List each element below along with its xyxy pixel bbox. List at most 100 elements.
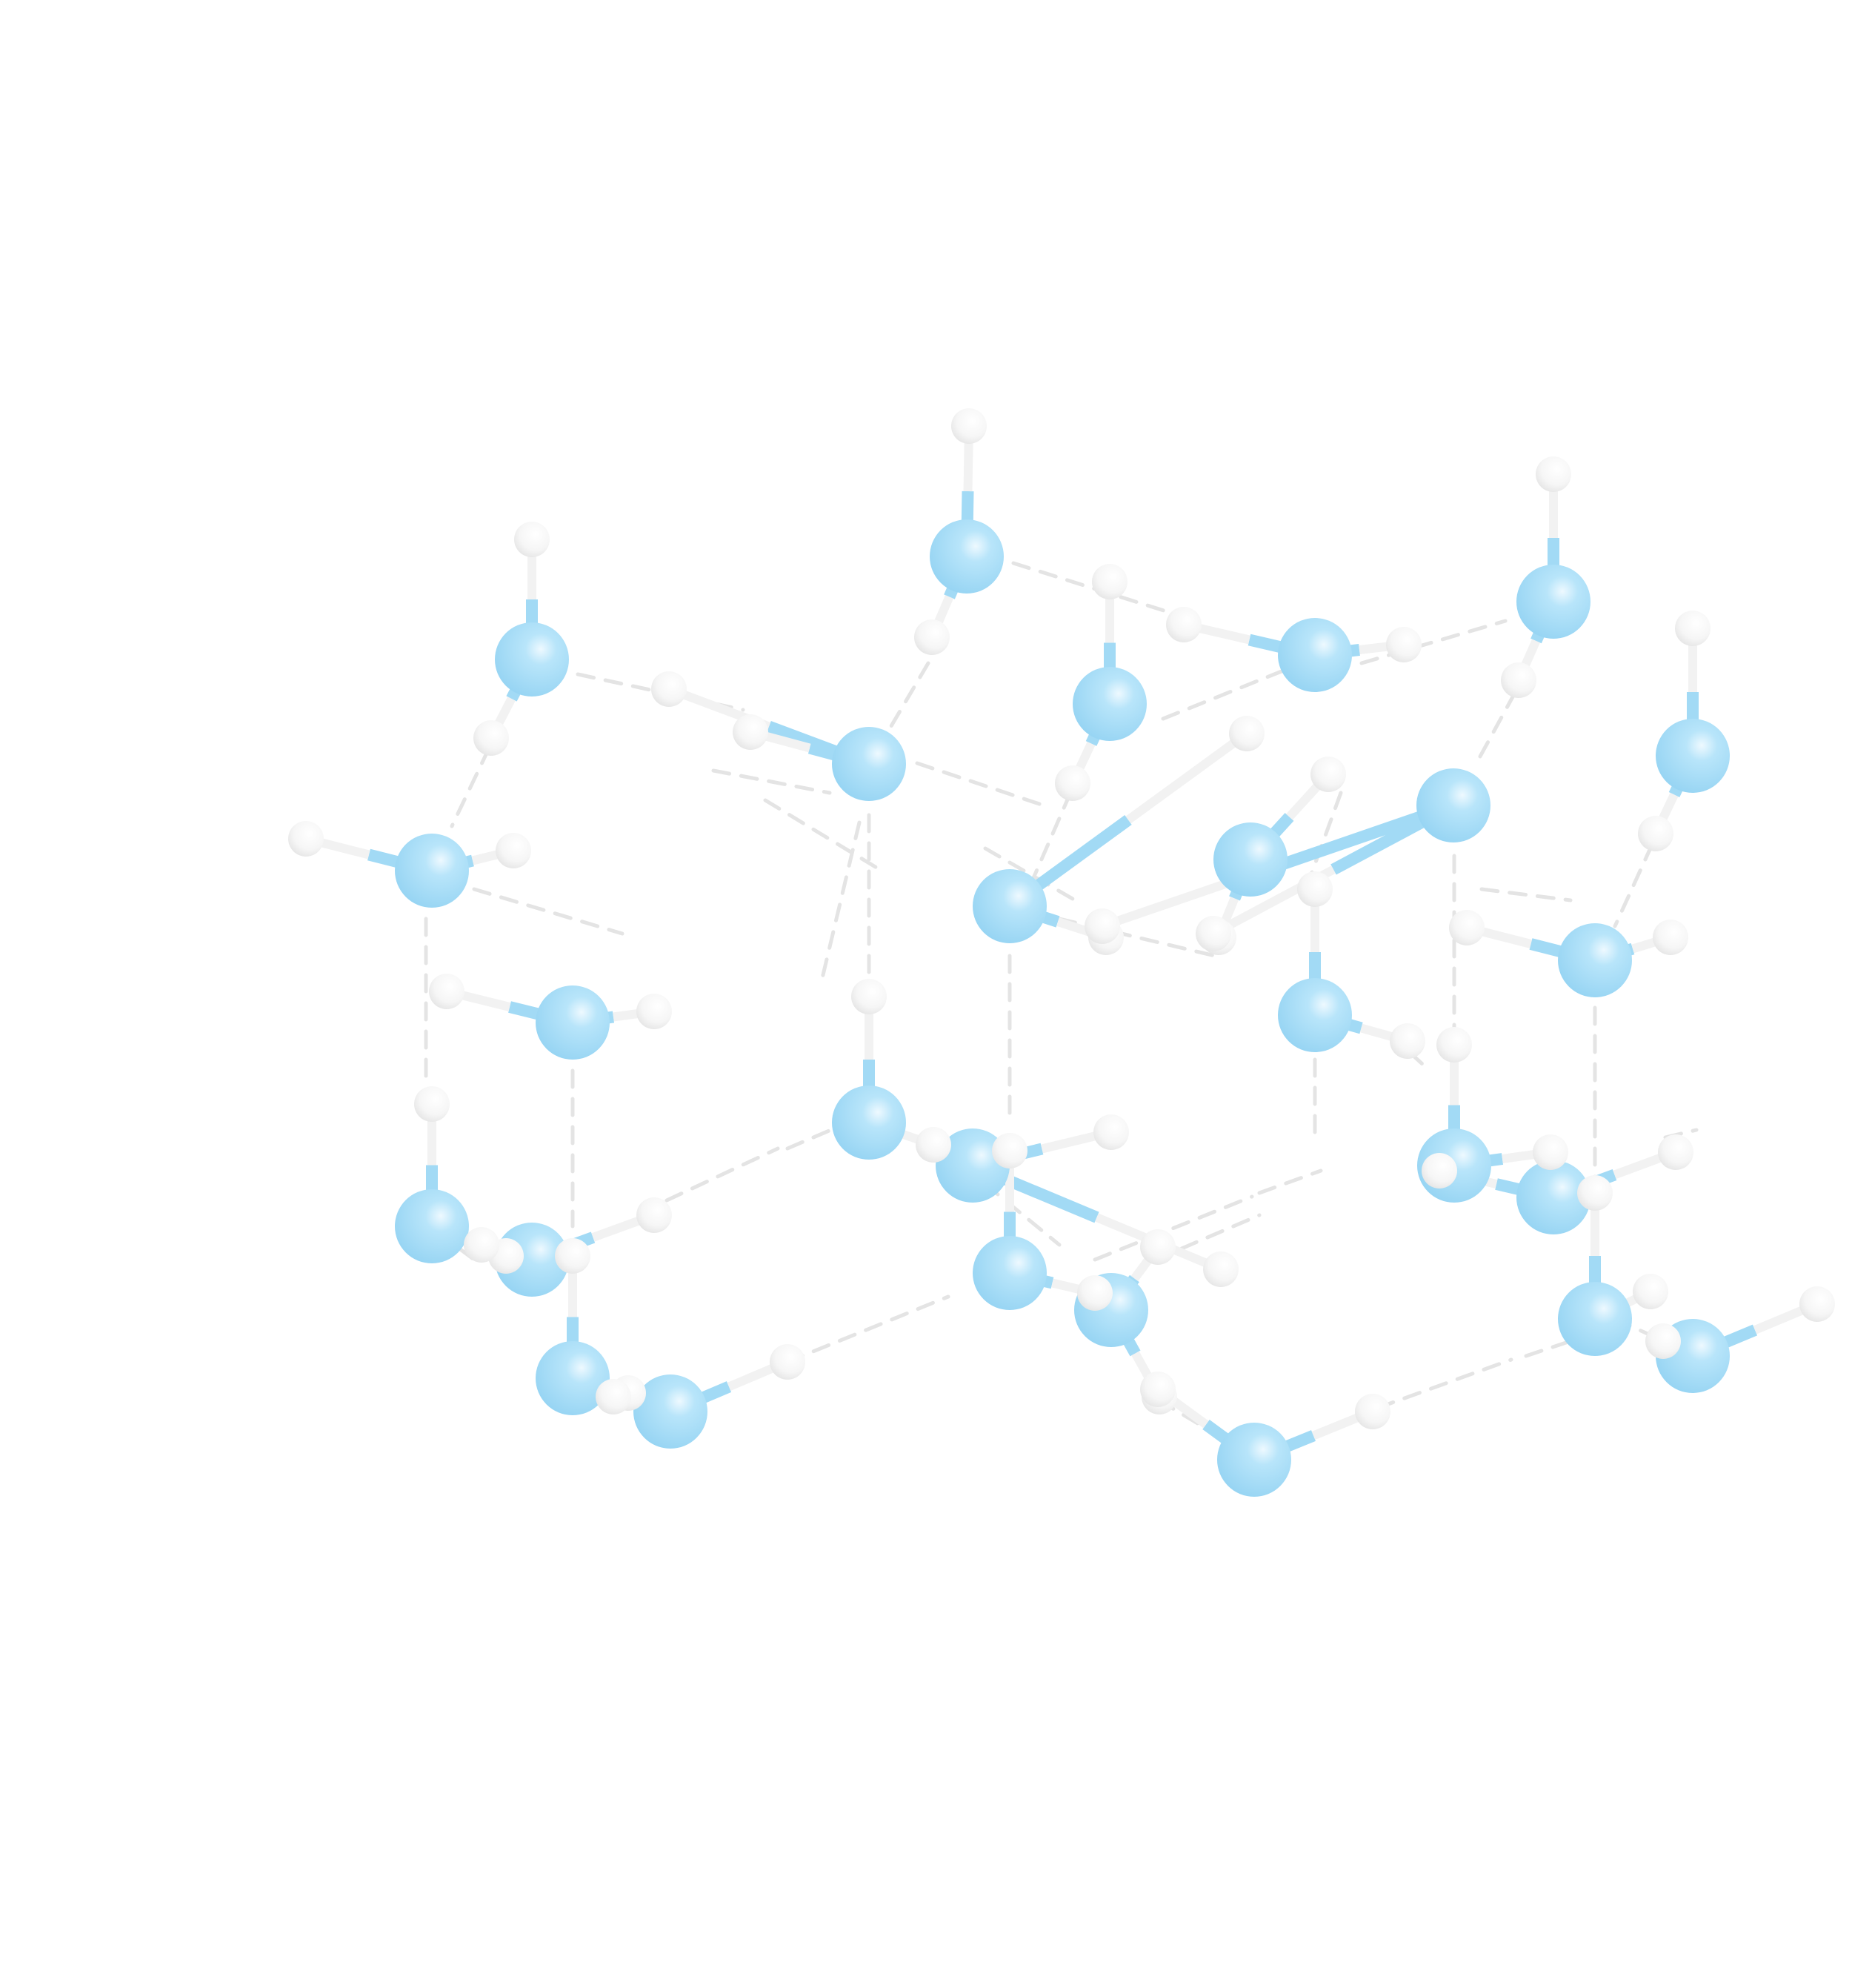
hydrogen-atom-13 [496,833,531,868]
hydrogen-atom-2 [951,408,987,444]
hydrogen-atom-35 [464,1227,499,1263]
hydrogen-atom-12 [288,821,324,857]
oxygen-atom-20 [536,1341,610,1415]
hydrogen-atom-5 [1055,765,1090,801]
hydrogen-atom-3 [914,619,950,655]
hydrogen-atom-26 [414,1086,450,1122]
hydrogen-atom-34 [636,1197,672,1233]
oxygen-atom-23 [633,1374,707,1449]
hydrogen-atom-22 [1653,920,1688,955]
hydrogen-atom-32 [1436,1027,1472,1063]
oxygen-atom-13 [395,1189,469,1263]
hydrogen-atom-42 [992,1133,1027,1168]
atom-layer [288,408,1835,1497]
hydrogen-atom-20 [1085,908,1120,944]
hydrogen-atom-21 [1196,916,1231,951]
hydrogen-bond-27 [785,1109,876,1151]
hydrogen-atom-18 [1310,757,1346,792]
oxygen-atom-19 [1516,1160,1590,1234]
oxygen-atom-9 [1213,822,1288,897]
hydrogen-atom-4 [1092,564,1127,599]
oxygen-atom-0 [495,622,569,697]
hydrogen-atom-1 [473,720,509,756]
hydrogen-atom-51 [1645,1323,1681,1359]
oxygen-atom-12 [536,985,610,1060]
hydrogen-atom-46 [770,1344,805,1380]
hydrogen-atom-7 [1386,627,1422,662]
hydrogen-bond-34 [1153,1213,1262,1262]
hydrogen-atom-25 [636,994,672,1029]
oxygen-atom-21 [973,1236,1047,1310]
hydrogen-atom-45 [1633,1274,1668,1309]
hydrogen-bond-26 [664,1146,780,1203]
hydrogen-bond-15 [1613,842,1654,928]
hydrogen-atom-36 [1093,1114,1129,1150]
hydrogen-bond-7 [472,887,624,936]
oxygen-atom-8 [973,869,1047,943]
hydrogen-bond-12 [887,661,930,732]
hydrogen-atom-47 [596,1379,631,1414]
oxygen-atom-6 [395,834,469,908]
hydrogen-bond-3 [1359,619,1508,665]
hydrogen-atom-24 [429,974,464,1009]
hydrogen-atom-44 [1577,1175,1613,1211]
hydrogen-atom-6 [1166,607,1202,642]
hydrogen-bond-13 [1031,791,1073,880]
hydrogen-atom-8 [1536,456,1571,492]
hydrogen-atom-40 [555,1238,590,1274]
hydrogen-atom-33 [1533,1134,1568,1170]
hydrogen-atom-23 [1449,910,1485,945]
oxygen-atom-3 [1278,618,1352,692]
hydrogen-bond-2 [1161,657,1313,721]
hydrogen-atom-48 [1140,1229,1176,1265]
hydrogen-atom-52 [1355,1394,1390,1429]
oxygen-atom-18 [936,1128,1010,1203]
oxygen-atom-1 [930,519,1004,594]
hydrogen-bond-31 [983,1182,1062,1247]
hydrogen-atom-50 [1799,1286,1835,1322]
oxygen-atom-2 [1073,667,1147,741]
hydrogen-atom-37 [1203,1251,1239,1287]
oxygen-atom-5 [1656,719,1730,793]
oxygen-atom-14 [832,1086,906,1160]
hydrogen-atom-15 [733,714,768,750]
hydrogen-bond-10 [763,798,884,873]
hydrogen-atom-29 [916,1127,951,1163]
oxygen-atom-22 [1558,1282,1632,1356]
hydrogen-atom-30 [1297,871,1333,907]
hydrogen-bond-35 [1376,1357,1513,1410]
oxygen-atom-7 [832,727,906,801]
oxygen-atom-15 [1278,978,1352,1052]
hydrogen-bond-layer [424,561,1699,1458]
hydrogen-bond-6 [1479,887,1573,902]
oxygen-atom-4 [1516,565,1590,639]
oxygen-atom-11 [1558,923,1632,997]
oxygen-atom-26 [1217,1423,1291,1497]
hydrogen-bond-28 [1093,1194,1254,1262]
hydrogen-atom-53 [1140,1372,1176,1407]
hydrogen-atom-14 [651,671,687,707]
hydrogen-atom-9 [1501,662,1536,698]
hydrogen-bond-17 [820,820,862,980]
hydrogen-atom-11 [1638,816,1673,851]
hydrogen-bond-8 [1057,917,1217,958]
hydrogen-bond-16 [450,746,491,828]
hydrogen-atom-0 [514,522,550,557]
hydrogen-bond-18 [1309,791,1343,877]
hydrogen-atom-39 [1422,1153,1457,1189]
hydrogen-bond-9 [711,768,832,795]
hydrogen-atom-38 [1658,1134,1693,1170]
hydrogen-bond-14 [1474,691,1517,765]
hydrogen-bond-4 [915,761,1053,810]
hydrogen-atom-43 [1077,1275,1113,1311]
oh-bond-hydrogen-half-16 [1125,730,1250,824]
hydrogen-atom-16 [1229,716,1265,751]
oxygen-atom-10 [1416,768,1490,842]
hydrogen-bond-33 [785,1294,950,1364]
hydrogen-atom-31 [1390,1023,1425,1059]
hydrogen-bond-29 [1257,1168,1323,1195]
hydrogen-atom-10 [1675,611,1711,646]
hydrogen-atom-28 [851,979,887,1014]
